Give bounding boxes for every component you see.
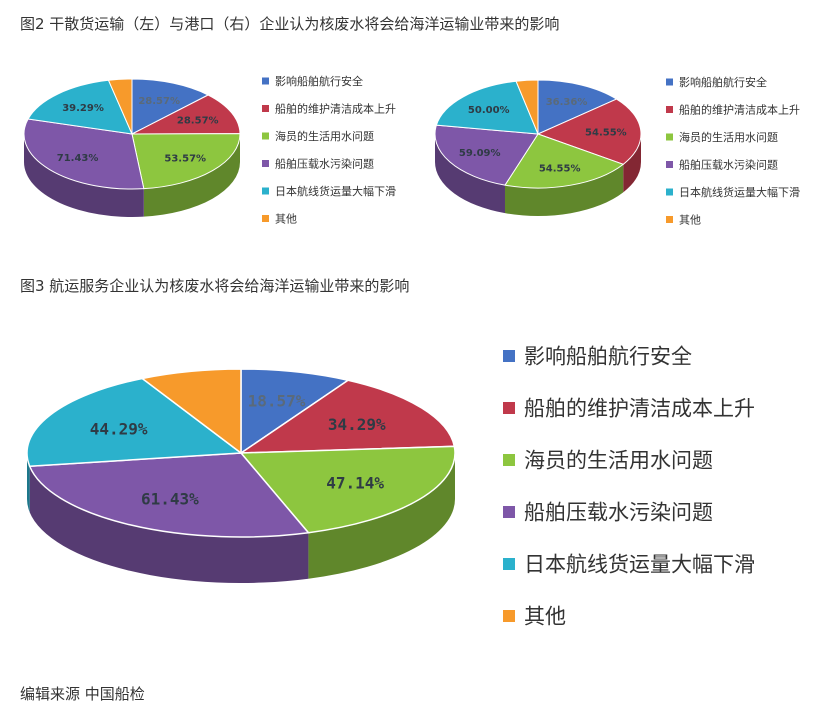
chart-c-legend-swatch-safety [503, 350, 515, 362]
chart-b-legend-swatch-maintenance [666, 106, 673, 113]
chart-c-legend-swatch-maintenance [503, 402, 515, 414]
chart-b-data-label-water: 54.55% [539, 163, 581, 174]
chart-c-data-label-maintenance: 34.29% [328, 415, 386, 434]
chart-a-slice-maintenance [131, 94, 241, 135]
chart-b-legend-label-freight: 日本航线货运量大幅下滑 [679, 185, 800, 199]
chart-b-data-label-safety: 36.36% [546, 97, 588, 108]
chart-c-legend-swatch-freight [503, 558, 515, 570]
chart-c-slice-water [239, 445, 456, 534]
chart-b-data-label-freight: 50.00% [468, 105, 510, 116]
chart-b-legend-label-ballast: 船舶压载水污染问题 [679, 157, 778, 171]
chart-a-data-label-ballast: 71.43% [57, 153, 99, 164]
chart-a-data-label-water: 53.57% [164, 154, 206, 165]
chart-b-legend-label-other: 其他 [679, 213, 701, 226]
chart-c-legend-label-maintenance: 船舶的维护清洁成本上升 [524, 397, 755, 421]
pie-chart-bulk-cargo: 28.57%28.57%53.57%71.43%39.29%影响船舶航行安全船舶… [23, 74, 396, 225]
chart-c-side-water [308, 453, 455, 579]
chart-b-legend-swatch-other [666, 216, 673, 223]
chart-a-legend-label-maintenance: 船舶的维护清洁成本上升 [275, 101, 396, 115]
pie-chart-shipping-services: 18.57%34.29%47.14%61.43%44.29%影响船舶航行安全船舶… [26, 345, 755, 629]
chart-c-slice-ballast [28, 452, 310, 538]
chart-c-legend-label-ballast: 船舶压载水污染问题 [524, 501, 713, 525]
chart-c-legend-swatch-water [503, 454, 515, 466]
chart-c-data-label-ballast: 61.43% [141, 490, 199, 509]
chart-b-sides [435, 134, 641, 217]
chart-b-legend-label-safety: 影响船舶航行安全 [679, 75, 767, 89]
chart-a-slice-safety [131, 78, 210, 135]
chart-b-slice-safety [537, 79, 618, 135]
chart-a-legend-swatch-ballast [262, 160, 269, 167]
chart-c-slice-safety [240, 368, 350, 455]
chart-a-slice-water [131, 133, 241, 190]
chart-b-side-water [504, 164, 624, 217]
chart-a-legend-label-safety: 影响船舶航行安全 [275, 74, 363, 88]
source-credit: 编辑来源 中国船检 [20, 685, 145, 703]
chart-b-slice-water [504, 133, 625, 189]
chart-b-legend-label-water: 海员的生活用水问题 [679, 130, 778, 144]
chart-a-legend-swatch-maintenance [262, 105, 269, 112]
chart-a-slices [23, 78, 241, 190]
chart-b-data-label-maintenance: 54.55% [585, 128, 627, 139]
chart-a-legend-label-ballast: 船舶压载水污染问题 [275, 156, 374, 170]
chart-b-slice-freight [435, 80, 539, 135]
chart-c-legend-label-freight: 日本航线货运量大幅下滑 [524, 553, 755, 577]
chart-b-legend: 影响船舶航行安全船舶的维护清洁成本上升海员的生活用水问题船舶压载水污染问题日本航… [666, 75, 800, 226]
chart-a-legend-swatch-water [262, 132, 269, 140]
chart-c-data-label-safety: 18.57% [248, 392, 306, 411]
figure2-caption: 图2 干散货运输（左）与港口（右）企业认为核废水将会给海洋运输业带来的影响 [20, 15, 560, 33]
chart-c-side-ballast [29, 466, 309, 583]
chart-b-legend-swatch-ballast [666, 161, 673, 168]
chart-c-legend-swatch-ballast [503, 506, 515, 518]
chart-c-slice-maintenance [238, 379, 456, 454]
chart-c-legend-swatch-other [503, 610, 515, 622]
chart-c-sides [27, 453, 455, 583]
chart-a-slice-freight [27, 79, 133, 135]
chart-c-legend-label-other: 其他 [524, 605, 566, 629]
chart-a-legend-label-freight: 日本航线货运量大幅下滑 [275, 184, 396, 198]
chart-c-legend: 影响船舶航行安全船舶的维护清洁成本上升海员的生活用水问题船舶压载水污染问题日本航… [503, 345, 755, 629]
chart-b-slice-maintenance [536, 98, 642, 165]
chart-c-legend-label-safety: 影响船舶航行安全 [524, 345, 692, 369]
chart-a-legend-swatch-safety [262, 77, 269, 85]
chart-b-legend-swatch-safety [666, 78, 673, 86]
chart-a-legend-swatch-freight [262, 187, 269, 195]
chart-a-data-label-maintenance: 28.57% [177, 115, 219, 126]
chart-a-slice-ballast [23, 118, 145, 190]
chart-c-legend-label-water: 海员的生活用水问题 [524, 449, 713, 473]
chart-c-side-freight [27, 453, 30, 513]
chart-b-side-ballast [435, 134, 505, 214]
chart-a-data-label-safety: 28.57% [138, 96, 180, 107]
chart-c-slice-freight [26, 377, 244, 468]
chart-c-data-label-freight: 44.29% [90, 419, 148, 438]
chart-c-slices [26, 368, 456, 538]
chart-b-slice-ballast [434, 124, 539, 186]
chart-a-legend: 影响船舶航行安全船舶的维护清洁成本上升海员的生活用水问题船舶压载水污染问题日本航… [262, 74, 396, 225]
chart-a-legend-label-water: 海员的生活用水问题 [275, 129, 374, 143]
figure3-caption: 图3 航运服务企业认为核废水将会给海洋运输业带来的影响 [20, 277, 410, 295]
chart-c-data-label-water: 47.14% [326, 473, 384, 492]
chart-b-slices [434, 79, 642, 189]
chart-b-legend-label-maintenance: 船舶的维护清洁成本上升 [679, 102, 800, 116]
chart-b-legend-swatch-freight [666, 188, 673, 196]
chart-a-legend-swatch-other [262, 215, 269, 222]
chart-a-sides [24, 134, 240, 217]
chart-a-slice-other [107, 78, 133, 135]
chart-c-slice-other [140, 368, 242, 455]
pie-chart-ports: 36.36%54.55%54.55%59.09%50.00%影响船舶航行安全船舶… [434, 75, 800, 226]
chart-b-legend-swatch-water [666, 133, 673, 141]
chart-a-legend-label-other: 其他 [275, 212, 297, 225]
chart-a-side-water [143, 134, 240, 217]
chart-b-data-label-ballast: 59.09% [459, 148, 501, 159]
chart-a-side-ballast [24, 134, 144, 217]
chart-b-side-maintenance [623, 134, 641, 193]
chart-a-data-label-freight: 39.29% [62, 103, 104, 114]
chart-b-slice-other [515, 79, 539, 135]
